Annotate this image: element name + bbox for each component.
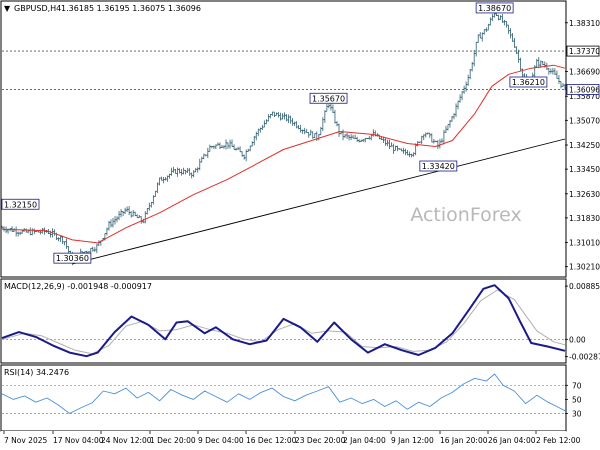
annotation-text: 1.30360 <box>56 254 89 263</box>
x-tick-label: 9 Dec 04:00 <box>198 436 244 445</box>
annotation-box <box>419 160 458 172</box>
rsi-panel <box>0 364 567 432</box>
rsi-tick-label: 70 <box>572 381 582 390</box>
price-tick-label: 1.33450 <box>569 165 600 174</box>
moving-average-line <box>1 64 566 244</box>
annotation-box <box>509 76 548 88</box>
price-annotation: 1.36210 <box>509 76 548 88</box>
rsi-title: RSI(14) 34.2476 <box>4 368 69 377</box>
macd-title: MACD(12,26,9) -0.001948 -0.000917 <box>4 282 152 291</box>
annotation-text: 1.35670 <box>312 94 345 103</box>
annotation-text: 1.33420 <box>422 162 455 171</box>
price-tick-label: 1.32630 <box>569 190 600 199</box>
price-annotation: 1.30360 <box>53 252 92 264</box>
x-tick-label: 2 Jan 04:00 <box>343 436 386 445</box>
annotation-text: 1.36210 <box>512 78 545 87</box>
annotation-text: 1.38670 <box>478 4 511 13</box>
macd-panel <box>0 278 567 364</box>
price-annotation: 1.38670 <box>475 2 514 14</box>
macd-tick-label: -0.002875 <box>569 353 600 362</box>
reference-level-label: 1.36096 <box>569 85 600 94</box>
axis-layer: 1.30210 1.31010 1.31830 1.32630 1.33450 1.342… <box>3 19 600 445</box>
x-tick-label: 9 Jan 12:00 <box>391 436 434 445</box>
price-tick-label: 1.30210 <box>569 263 600 272</box>
trendline <box>72 138 566 265</box>
watermark: ActionForex <box>410 204 521 226</box>
price-tick-label: 1.35870 <box>569 92 600 101</box>
macd-layer <box>1 284 566 358</box>
chart-header: ▼ GBPUSD,H4 1.36185 1.36195 1.36075 1.36… <box>4 4 201 13</box>
price-bar <box>563 84 567 91</box>
macd-line <box>1 284 566 358</box>
price-tick-label: 1.36690 <box>569 68 600 77</box>
x-tick-label: 23 Dec 20:00 <box>295 436 346 445</box>
annotation-box <box>1 198 40 210</box>
symbol-label: GBPUSD,H4 <box>14 4 61 13</box>
macd-tick-label: 0.00 <box>569 335 586 344</box>
price-annotation: 1.33420 <box>419 160 458 172</box>
x-tick-label: 26 Jan 04:00 <box>488 436 536 445</box>
rsi-tick-label: 50 <box>572 395 582 404</box>
annotation-text: 1.32150 <box>4 200 37 209</box>
price-panel <box>0 0 567 278</box>
x-axis-area <box>1 431 566 449</box>
x-tick-label: 1 Dec 20:00 <box>150 436 196 445</box>
rsi-line <box>1 373 566 414</box>
price-annotation: 1.32150 <box>1 198 40 210</box>
price-annotation: 1.35670 <box>309 92 348 104</box>
x-tick-label: 17 Nov 04:00 <box>53 436 104 445</box>
x-tick-label: 2 Feb 12:00 <box>536 436 581 445</box>
x-tick-label: 16 Jan 20:00 <box>440 436 488 445</box>
rsi-layer <box>1 373 566 414</box>
annotation-box <box>475 2 514 14</box>
reference-level-marker <box>566 84 600 95</box>
annotation-box <box>53 252 92 264</box>
x-tick-label: 16 Dec 12:00 <box>246 436 297 445</box>
price-layer: 1.32150 1.30360 1.35670 1.33420 1.38670 1.362… <box>0 2 567 266</box>
macd-tick-label: 0.008854 <box>569 282 600 291</box>
x-tick-label: 24 Nov 12:00 <box>101 436 152 445</box>
reference-level-marker <box>566 45 600 57</box>
price-tick-label: 1.38310 <box>569 19 600 28</box>
reference-level-label: 1.37370 <box>569 47 600 56</box>
price-tick-label: 1.31010 <box>569 239 600 248</box>
annotation-box <box>309 92 348 104</box>
header-icon: ▼ <box>4 4 11 13</box>
ohlc-values: 1.36185 1.36195 1.36075 1.36096 <box>61 4 201 13</box>
rsi-tick-label: 30 <box>572 410 582 419</box>
price-tick-label: 1.34250 <box>569 141 600 150</box>
price-tick-label: 1.31830 <box>569 214 600 223</box>
price-tick-label: 1.35070 <box>569 116 600 125</box>
x-tick-label: 7 Nov 2025 <box>4 436 47 445</box>
